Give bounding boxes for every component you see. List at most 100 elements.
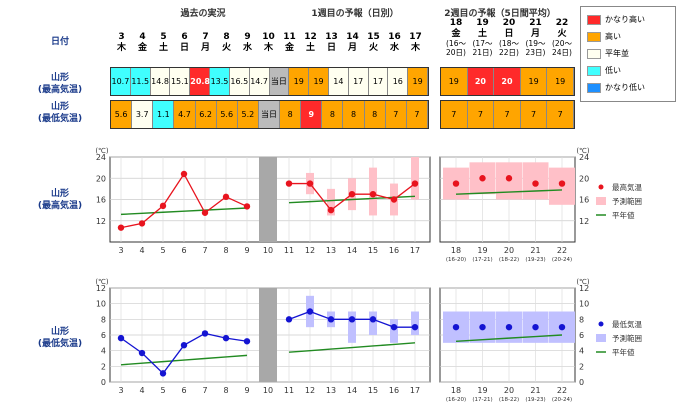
forecast-point: [306, 180, 314, 187]
week2-date-d: 22: [555, 18, 569, 28]
x-tick-label: 5: [160, 386, 165, 395]
date-weekday: 木: [116, 43, 126, 53]
observed-point: [201, 209, 209, 216]
table-cell: 13.5: [210, 68, 230, 95]
observed-point: [117, 334, 125, 342]
forecast-point: [348, 190, 356, 198]
date-weekday: 日: [179, 43, 189, 53]
observed-point: [138, 220, 146, 227]
forecast-point: [411, 180, 419, 187]
table-cell: 7: [520, 101, 548, 128]
week2-date-cell: 19 土 (17〜 21日): [470, 18, 496, 57]
legend-swatch: [587, 82, 601, 93]
legend-normal-label: 平年値: [612, 210, 635, 220]
forecast-point: [348, 316, 356, 323]
forecast-point: [369, 190, 377, 198]
x-tick-label: 15: [368, 246, 378, 255]
week2-point: [558, 323, 566, 331]
table-cell: 9: [301, 101, 323, 128]
week2-date-r: (16〜: [446, 39, 466, 48]
x-tick-label: 11: [284, 246, 294, 255]
table-cell: 14: [328, 68, 349, 95]
x-tick-label: 19: [477, 386, 487, 395]
date-day: 8: [223, 32, 230, 42]
legend-label: かなり高い: [605, 15, 645, 24]
date-day: 13: [325, 32, 338, 42]
date-day: 3: [118, 32, 125, 42]
chart-max-temp: 12 12 16 16 20 20 24 24 3 4 5 6 7 8 9 10 11 12 13 14 15 16 17 1…: [95, 147, 642, 263]
date-day: 7: [202, 32, 209, 42]
y-tick-label: 2: [101, 362, 106, 371]
date-weekday: 木: [410, 43, 420, 53]
x-tick-label: 4: [139, 386, 144, 395]
week2-point: [532, 323, 539, 331]
forecast-point: [306, 308, 314, 315]
week2-date-r2: 24日): [552, 47, 572, 57]
week2-date-r2: 20日): [446, 47, 466, 57]
normal-line-week2: [455, 334, 563, 342]
observed-point: [243, 203, 251, 210]
observed-point: [180, 341, 188, 349]
week2-date-w: 火: [557, 29, 567, 39]
table-cell: 7: [385, 101, 407, 128]
legend-item: 平年並: [587, 47, 629, 60]
legend-obs-label: 最低気温: [612, 319, 642, 329]
x-tick-label: 18: [451, 386, 461, 395]
legend-label: 平年並: [605, 49, 629, 58]
table-label-max-line1: 山形: [50, 73, 69, 83]
date-day: 10: [262, 32, 275, 42]
x-tick-label: 12: [305, 386, 315, 395]
x-tick-label: 14: [347, 386, 357, 395]
today-band: [259, 288, 277, 382]
y-tick-label-right: 16: [579, 196, 589, 205]
date-cell: 11 金: [279, 32, 300, 54]
date-day: 9: [244, 32, 251, 42]
observed-point: [159, 202, 167, 210]
forecast-point: [390, 196, 398, 203]
y-tick-label: 0: [101, 378, 106, 387]
y-tick-label-right: 12: [579, 217, 589, 226]
chart-label-min-line2: (最低気温): [37, 339, 83, 349]
table-label-max-line2: (最高気温): [37, 85, 83, 95]
forecast-point: [327, 316, 335, 323]
x-tick-label: 11: [284, 386, 294, 395]
y-tick-label: 24: [96, 153, 106, 162]
week2-point: [558, 180, 566, 187]
week2-point: [505, 175, 513, 182]
week2-point: [505, 323, 513, 331]
table-cell: 3.7: [132, 101, 154, 128]
table-cell: 17: [368, 68, 389, 95]
week2-date-r2: 22日): [499, 47, 519, 57]
table-cell: 17: [348, 68, 369, 95]
week2-date-r: (19〜: [525, 39, 546, 48]
week2-date-cell: 22 火 (20〜 24日): [549, 18, 575, 57]
date-day: 5: [160, 32, 167, 42]
date-weekday: 水: [389, 43, 399, 53]
y-tick-label-right: 24: [579, 153, 589, 162]
date-day: 4: [139, 32, 146, 42]
date-day: 14: [346, 32, 359, 42]
table-cell: 8: [280, 101, 302, 128]
table-cell: 7: [441, 101, 468, 128]
table-cell: 5.6: [216, 101, 238, 128]
normal-line-week2: [455, 189, 563, 195]
y-tick-label: 20: [96, 174, 106, 183]
observed-point: [222, 334, 230, 342]
x-tick-sublabel: (19-23): [525, 257, 545, 263]
observed-point: [138, 349, 146, 357]
chart-label-max: 山形 (最高気温): [30, 188, 90, 212]
x-tick-label: 17: [410, 386, 420, 395]
table-cell: 6.2: [195, 101, 217, 128]
table-cell: 19: [408, 68, 428, 95]
table-cell: 20.8: [190, 68, 211, 95]
date-cell: 16 水: [384, 32, 405, 54]
legend-swatch: [587, 14, 601, 25]
week2-date-w: 月: [530, 29, 540, 39]
legend-range-label: 予測範囲: [612, 333, 642, 343]
x-tick-label: 15: [368, 386, 378, 395]
date-day: 6: [181, 32, 188, 42]
